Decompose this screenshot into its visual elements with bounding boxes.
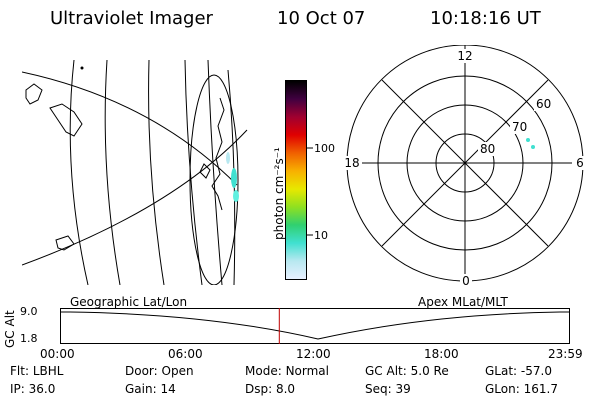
colorbar	[285, 80, 307, 280]
info-gain: Gain: 14	[125, 382, 176, 396]
mlt-label-18: 18	[344, 156, 359, 170]
mlt-label-6: 6	[576, 156, 584, 170]
info-flt: Flt: LBHL	[10, 364, 64, 378]
meridian-line	[104, 60, 121, 285]
map-marker	[80, 66, 84, 70]
info-glon: GLon: 161.7	[485, 382, 558, 396]
info-gc-alt: GC Alt: 5.0 Re	[365, 364, 449, 378]
colorbar-tick-10: 10	[314, 229, 328, 242]
colorbar-ticks: 100 10	[307, 142, 335, 242]
geographic-coords-label: Geographic Lat/Lon	[70, 295, 188, 309]
auroral-point	[526, 138, 530, 142]
gc-alt-axis-label: GC Alt	[3, 310, 17, 348]
auroral-emission	[226, 152, 239, 202]
coastline	[25, 83, 225, 251]
meridian-line	[148, 60, 165, 285]
meridian-line	[69, 60, 89, 285]
mlt-label-12: 12	[457, 49, 472, 63]
x-tick-0600: 06:00	[168, 347, 203, 361]
altitude-curve	[60, 311, 570, 340]
info-mode: Mode: Normal	[245, 364, 329, 378]
lat-label-70: 70	[512, 120, 527, 134]
latitude-line	[22, 71, 238, 186]
apex-coords-label: Apex MLat/MLT	[418, 295, 508, 309]
lat-label-80: 80	[480, 142, 495, 156]
observation-time: 10:18:16 UT	[430, 8, 541, 29]
x-tick-1200: 12:00	[296, 347, 331, 361]
info-dsp: Dsp: 8.0	[245, 382, 296, 396]
observation-date: 10 Oct 07	[277, 8, 366, 29]
x-tick-0000: 00:00	[40, 347, 75, 361]
y-tick-9: 9.0	[20, 305, 38, 318]
mlt-line-diag-2	[381, 79, 549, 247]
geographic-map-panel	[22, 60, 248, 285]
y-tick-1-8: 1.8	[20, 332, 38, 345]
colorbar-tick-100: 100	[314, 142, 335, 155]
meridian-line	[207, 60, 223, 285]
mlt-label-0: 0	[462, 274, 470, 288]
colorbar-unit-label: photon cm⁻²s⁻¹	[272, 147, 286, 240]
latitude-line	[22, 129, 248, 266]
info-door: Door: Open	[125, 364, 194, 378]
earth-limb	[189, 74, 239, 285]
auroral-point	[531, 145, 535, 149]
polar-mlt-plot: 12 18 6 0 60 70 80	[342, 45, 586, 288]
x-tick-2359: 23:59	[548, 347, 583, 361]
altitude-timeline-plot	[60, 308, 570, 344]
x-tick-1800: 18:00	[424, 347, 459, 361]
instrument-title: Ultraviolet Imager	[50, 8, 213, 29]
lat-label-60: 60	[536, 97, 551, 111]
info-seq: Seq: 39	[365, 382, 411, 396]
info-ip: IP: 36.0	[10, 382, 56, 396]
info-glat: GLat: -57.0	[485, 364, 552, 378]
